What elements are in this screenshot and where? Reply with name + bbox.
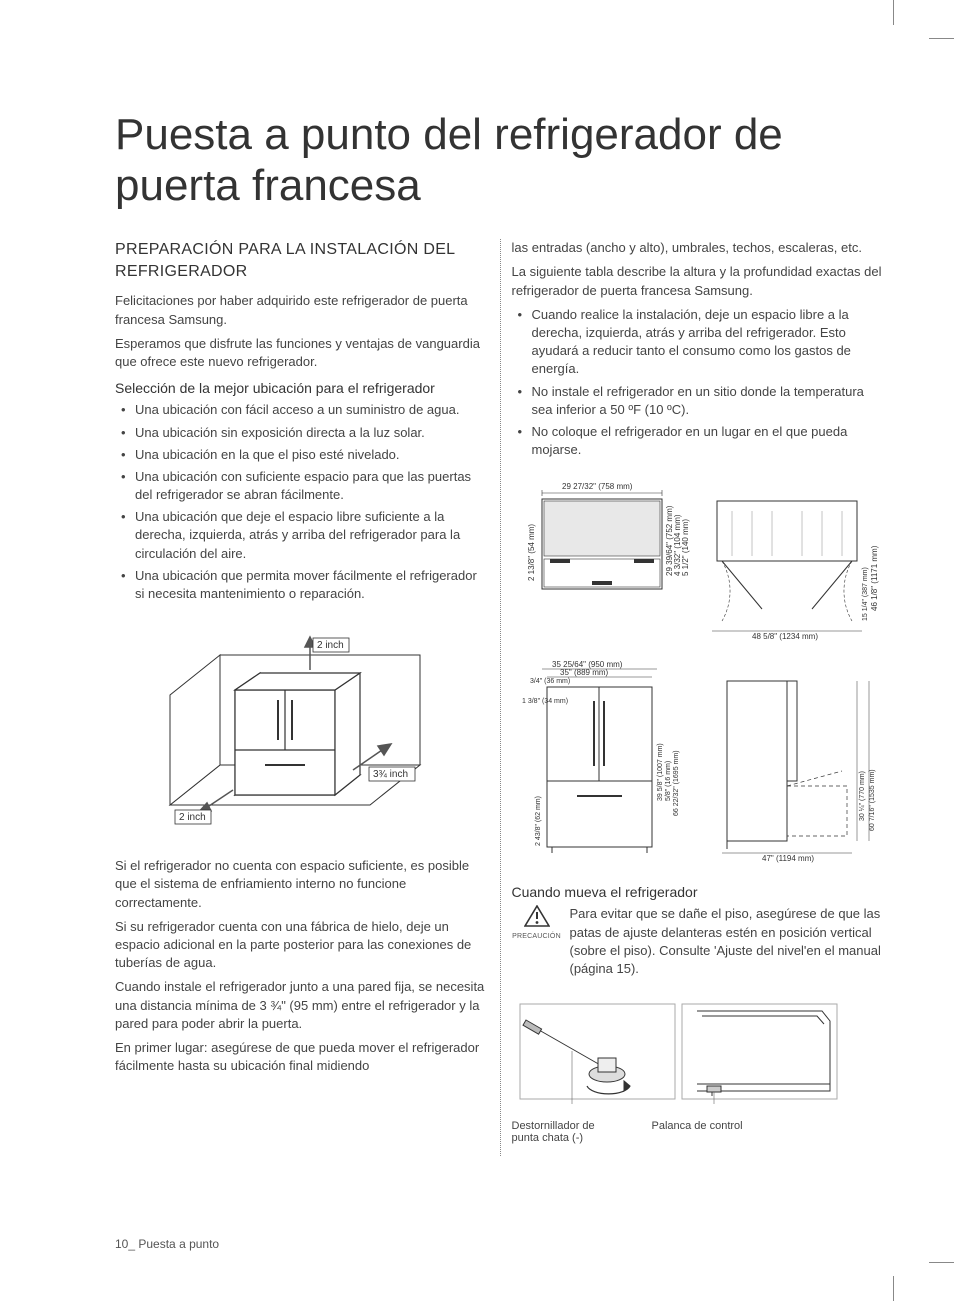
subheading: Cuando mueva el refrigerador	[512, 883, 885, 901]
dim-label: 48 5/8" (1234 mm)	[752, 632, 818, 641]
dim-label: 35" (889 mm)	[560, 668, 609, 677]
footer-section: Puesta a punto	[138, 1237, 219, 1251]
list-item: Cuando realice la instalación, deje un e…	[532, 306, 885, 379]
para: Felicitaciones por haber adquirido este …	[115, 292, 488, 328]
caption-lever: Palanca de control	[652, 1120, 743, 1144]
page-footer: 10_ Puesta a punto	[115, 1237, 219, 1251]
dim-label: 29 27/32" (758 mm)	[562, 482, 633, 491]
list-item: No coloque el refrigerador en un lugar e…	[532, 423, 885, 459]
caption-screwdriver: Destornillador de punta chata (-)	[512, 1120, 622, 1144]
subheading: Selección de la mejor ubicación para el …	[115, 379, 488, 397]
dim-label: 30 ¼" (770 mm)	[859, 771, 866, 821]
para: La siguiente tabla describe la altura y …	[512, 263, 885, 299]
clearance-figure: 2 inch 2 inch 3¾ inch	[115, 615, 488, 845]
list-item: Una ubicación que permita mover fácilmen…	[135, 567, 488, 603]
dim-label: 5/8" (16 mm)	[665, 761, 672, 801]
dim-label: 60 7/16" (1535 mm)	[869, 770, 876, 832]
dim-label: 46 1/8" (1171 mm)	[870, 546, 879, 612]
dim-label: 3/4" (36 mm)	[530, 678, 570, 685]
para: las entradas (ancho y alto), umbrales, t…	[512, 239, 885, 257]
caution-label: PRECAUCIÓN	[512, 933, 562, 940]
dim-label: 5 1/2" (140 mm)	[681, 519, 690, 576]
list-item: Una ubicación en la que el piso esté niv…	[135, 446, 488, 464]
caution-text: Para evitar que se dañe el piso, asegúre…	[570, 905, 885, 978]
clearance-right-label: 3¾ inch	[373, 769, 408, 780]
install-bullets: Cuando realice la instalación, deje un e…	[512, 306, 885, 460]
page-title: Puesta a punto del refrigerador de puert…	[115, 110, 884, 211]
para: Cuando instale el refrigerador junto a u…	[115, 978, 488, 1033]
dim-label: 2 43/8" (62 mm)	[535, 796, 542, 846]
list-item: Una ubicación que deje el espacio libre …	[135, 508, 488, 563]
list-item: Una ubicación sin exposición directa a l…	[135, 424, 488, 442]
clearance-left-label: 2 inch	[179, 812, 206, 823]
dim-label: 2 13/8" (54 mm)	[527, 524, 536, 581]
para: Esperamos que disfrute las funciones y v…	[115, 335, 488, 371]
list-item: No instale el refrigerador en un sitio d…	[532, 383, 885, 419]
dim-label: 15 1/4" (387 mm)	[862, 567, 869, 621]
caution-icon: PRECAUCIÓN	[512, 905, 562, 984]
dim-label: 47" (1194 mm)	[762, 854, 814, 863]
location-bullets: Una ubicación con fácil acceso a un sumi…	[115, 401, 488, 603]
para: Si el refrigerador no cuenta con espacio…	[115, 857, 488, 912]
list-item: Una ubicación con suficiente espacio par…	[135, 468, 488, 504]
section-heading: PREPARACIÓN PARA LA INSTALACIÓN DEL REFR…	[115, 239, 488, 282]
leveling-figure: Destornillador de punta chata (-) Palanc…	[512, 996, 885, 1144]
dim-label: 66 22/32" (1695 mm)	[673, 751, 680, 817]
dim-label: 1 3/8" (34 mm)	[522, 698, 568, 705]
dim-label: 39 5/8" (1007 mm)	[657, 744, 664, 802]
para: Si su refrigerador cuenta con una fábric…	[115, 918, 488, 973]
para: En primer lugar: asegúrese de que pueda …	[115, 1039, 488, 1075]
page-number: 10_	[115, 1237, 135, 1251]
list-item: Una ubicación con fácil acceso a un sumi…	[135, 401, 488, 419]
clearance-top-label: 2 inch	[317, 640, 344, 651]
dimension-drawings: 29 27/32" (758 mm) 2 13/8" (54 mm)	[512, 471, 885, 871]
